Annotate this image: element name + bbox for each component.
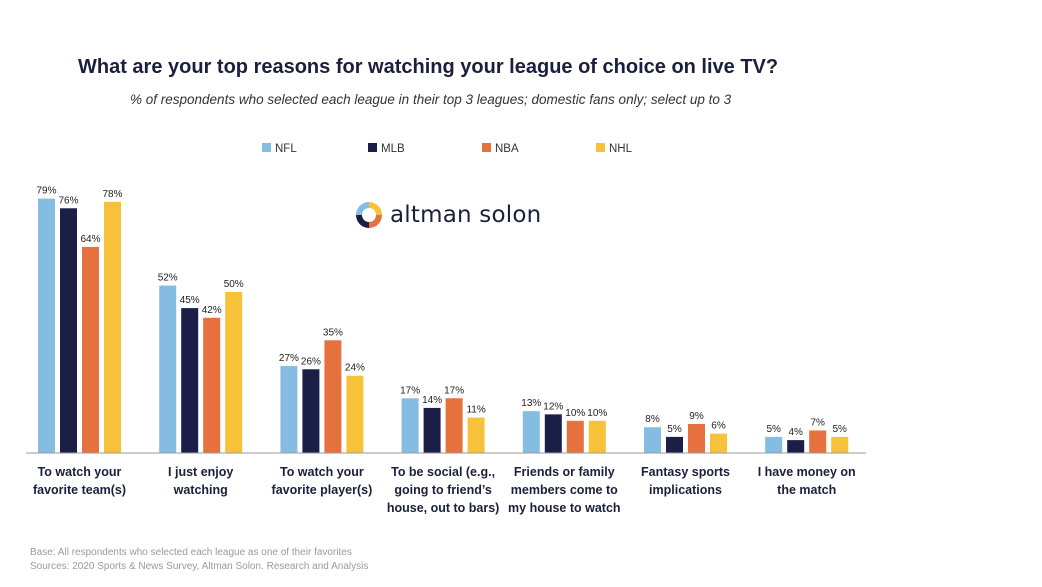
category-label-line: favorite player(s) xyxy=(272,483,373,497)
data-label: 79% xyxy=(36,186,56,197)
category-label-line: To watch your xyxy=(38,465,122,479)
category-label-line: Friends or family xyxy=(514,465,615,479)
data-label: 26% xyxy=(301,356,321,367)
bar-mlb xyxy=(60,208,77,453)
chart-subtitle: % of respondents who selected each leagu… xyxy=(130,92,732,107)
data-label: 5% xyxy=(832,424,847,435)
category-label-line: To watch your xyxy=(280,465,364,479)
legend-swatch-nfl xyxy=(262,143,271,152)
chart-title: What are your top reasons for watching y… xyxy=(78,56,779,78)
category-label: I just enjoy watching xyxy=(168,465,233,497)
bar-mlb xyxy=(666,436,683,453)
bar-mlb xyxy=(181,308,199,453)
bar-nba xyxy=(82,246,99,453)
data-label: 4% xyxy=(788,427,803,438)
data-label: 11% xyxy=(466,405,485,416)
data-label: 27% xyxy=(279,353,299,364)
logo-text: altman solon xyxy=(390,202,542,228)
bar-nfl xyxy=(644,427,661,453)
bar-nhl xyxy=(467,417,485,453)
bar-nfl xyxy=(38,198,55,453)
bar-nba xyxy=(688,424,705,453)
category-label-line: Fantasy sports xyxy=(641,465,730,479)
category-label: Fantasy sports implications xyxy=(641,465,730,497)
data-label: 13% xyxy=(521,398,541,409)
legend-label-mlb: MLB xyxy=(381,143,405,155)
bar-nba xyxy=(566,420,584,453)
logo-mark-icon xyxy=(356,202,382,228)
data-label: 12% xyxy=(543,401,563,412)
data-label: 6% xyxy=(711,421,726,432)
category-label-line: watching xyxy=(173,483,228,497)
legend-label-nhl: NHL xyxy=(609,143,633,155)
data-label: 76% xyxy=(58,195,78,206)
legend-swatch-mlb xyxy=(368,143,377,152)
category-label-line: house, out to bars) xyxy=(387,501,500,515)
altman-solon-logo: altman solon xyxy=(354,200,541,230)
data-label: 8% xyxy=(645,414,660,425)
category-label-line: favorite team(s) xyxy=(33,483,126,497)
footer-sources: Sources: 2020 Sports & News Survey, Altm… xyxy=(30,561,369,572)
footer-base: Base: All respondents who selected each … xyxy=(30,547,352,558)
data-label: 45% xyxy=(180,295,200,306)
data-label: 52% xyxy=(158,273,178,284)
data-label: 7% xyxy=(810,417,825,428)
category-label: I have money on the match xyxy=(758,465,856,497)
bar-nhl xyxy=(346,375,364,453)
bar-nhl xyxy=(104,201,121,453)
data-label: 24% xyxy=(345,363,365,374)
category-label: Friends or family members come to my house… xyxy=(508,465,621,515)
data-label: 10% xyxy=(587,408,607,419)
category-label: To watch your favorite player(s) xyxy=(272,465,373,497)
bar-nfl xyxy=(159,285,177,453)
category-label: To watch your favorite team(s) xyxy=(33,465,126,497)
category-label-line: I just enjoy xyxy=(168,465,233,479)
bar-nfl xyxy=(522,411,540,453)
legend-swatch-nba xyxy=(482,143,491,152)
data-label: 35% xyxy=(323,327,343,338)
bar-nba xyxy=(445,398,463,453)
data-label: 64% xyxy=(80,234,100,245)
data-label: 78% xyxy=(102,189,122,200)
bar-mlb xyxy=(787,440,805,453)
bar-mlb xyxy=(423,407,441,453)
data-label: 42% xyxy=(202,305,222,316)
bar-nhl xyxy=(588,420,606,453)
bar-nhl xyxy=(225,292,243,453)
category-label-line: I have money on xyxy=(758,465,856,479)
category-label-line: my house to watch xyxy=(508,501,621,515)
bar-nfl xyxy=(280,366,298,453)
category-label-line: To be social (e.g., xyxy=(391,465,495,479)
data-label: 14% xyxy=(422,395,442,406)
data-label: 17% xyxy=(444,385,464,396)
category-label-line: implications xyxy=(649,483,722,497)
legend-label-nfl: NFL xyxy=(275,143,297,155)
category-label-line: the match xyxy=(777,483,836,497)
bar-nba xyxy=(324,340,342,453)
category-label-line: going to friend’s xyxy=(394,483,491,497)
category-label-line: members come to xyxy=(511,483,618,497)
data-label: 10% xyxy=(565,408,585,419)
data-label: 5% xyxy=(766,424,781,435)
bar-nba xyxy=(809,430,827,453)
bar-nhl xyxy=(831,436,849,453)
data-label: 5% xyxy=(667,424,682,435)
legend-swatch-nhl xyxy=(596,143,605,152)
bar-mlb xyxy=(302,369,320,453)
category-label: To be social (e.g., going to friend’s hous… xyxy=(387,465,500,515)
legend-label-nba: NBA xyxy=(495,143,519,155)
bar-nfl xyxy=(765,436,783,453)
bar-nba xyxy=(203,317,221,453)
bar-mlb xyxy=(544,414,562,453)
data-label: 17% xyxy=(400,385,420,396)
bar-nhl xyxy=(710,433,727,453)
data-label: 9% xyxy=(689,411,704,422)
bar-nfl xyxy=(401,398,419,453)
data-label: 50% xyxy=(224,279,244,290)
